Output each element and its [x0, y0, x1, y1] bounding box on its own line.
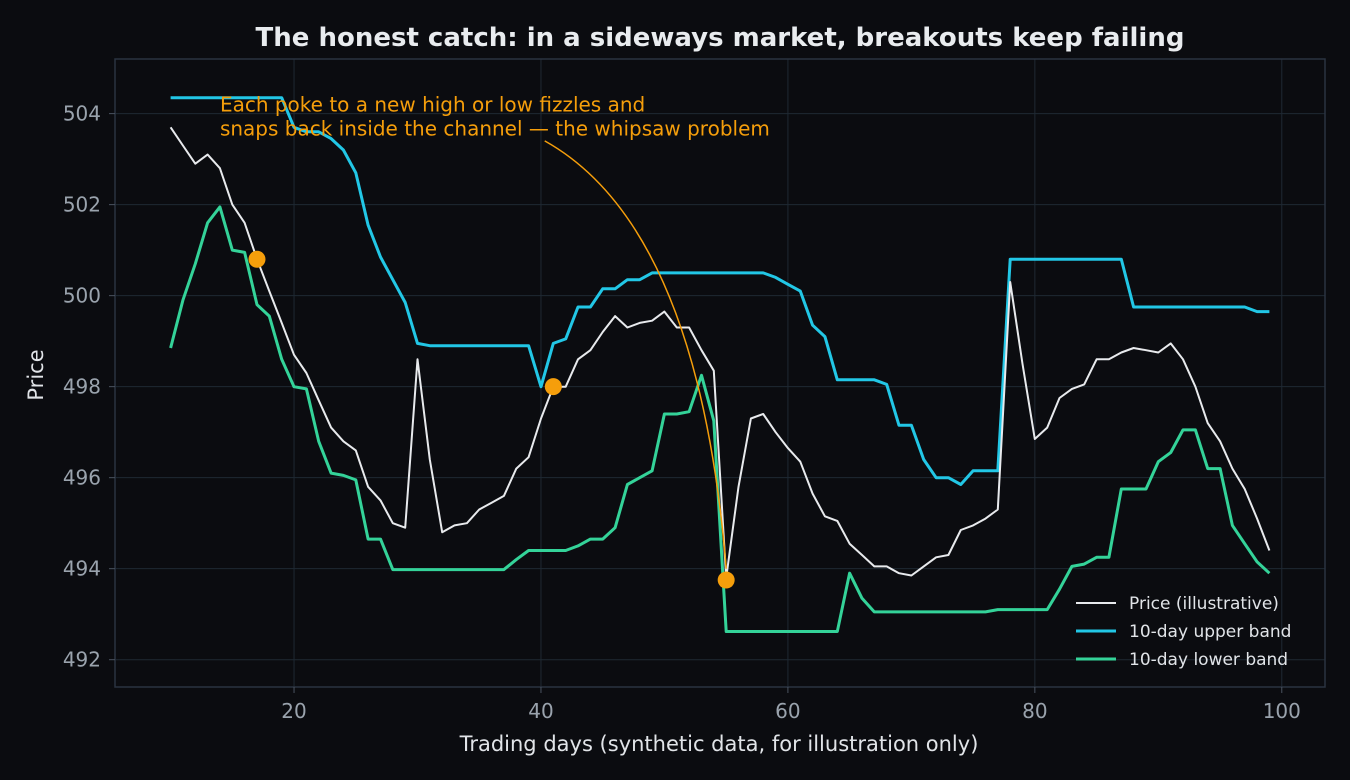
legend-label-lower: 10-day lower band [1129, 650, 1288, 670]
y-tick-label: 500 [63, 284, 101, 308]
annotation-line: snaps back inside the channel — the whip… [220, 116, 770, 140]
chart-title: The honest catch: in a sideways market, … [256, 23, 1185, 53]
legend-label-price: Price (illustrative) [1129, 594, 1279, 614]
x-tick-label: 20 [281, 699, 306, 723]
series-line-upper [170, 96, 1270, 486]
y-axis-label: Price [24, 349, 48, 400]
x-tick-label: 100 [1263, 699, 1301, 723]
y-tick-label: 496 [63, 466, 101, 490]
annotation-arrow [544, 140, 727, 569]
annotation-line: Each poke to a new high or low fizzles a… [220, 92, 645, 116]
breakout-point [717, 571, 735, 589]
series-group [169, 96, 1271, 633]
x-tick-label: 80 [1022, 699, 1047, 723]
grid [115, 59, 1325, 687]
x-tick-label: 60 [775, 699, 800, 723]
breakout-point [544, 378, 562, 396]
breakout-markers [248, 250, 735, 589]
series-line-price [169, 126, 1271, 579]
y-tick-label: 494 [63, 557, 101, 581]
x-tick-label: 40 [528, 699, 553, 723]
y-tick-label: 504 [63, 102, 101, 126]
y-tick-label: 498 [63, 375, 101, 399]
legend: Price (illustrative) 10-day upper band 10-… [1076, 594, 1291, 670]
y-tick-label: 502 [63, 193, 101, 217]
axis-ticks: 20 40 60 80 100 492 494 496 498 500 502 504 [63, 102, 1301, 723]
annotation-group [544, 140, 727, 569]
annotation-text: Each poke to a new high or low fizzles a… [220, 92, 770, 140]
breakout-point [248, 250, 266, 268]
series-line-lower [169, 205, 1271, 633]
x-axis-label: Trading days (synthetic data, for illust… [459, 732, 979, 756]
y-tick-label: 492 [63, 648, 101, 672]
legend-label-upper: 10-day upper band [1129, 622, 1291, 642]
plot-frame [114, 58, 1326, 688]
